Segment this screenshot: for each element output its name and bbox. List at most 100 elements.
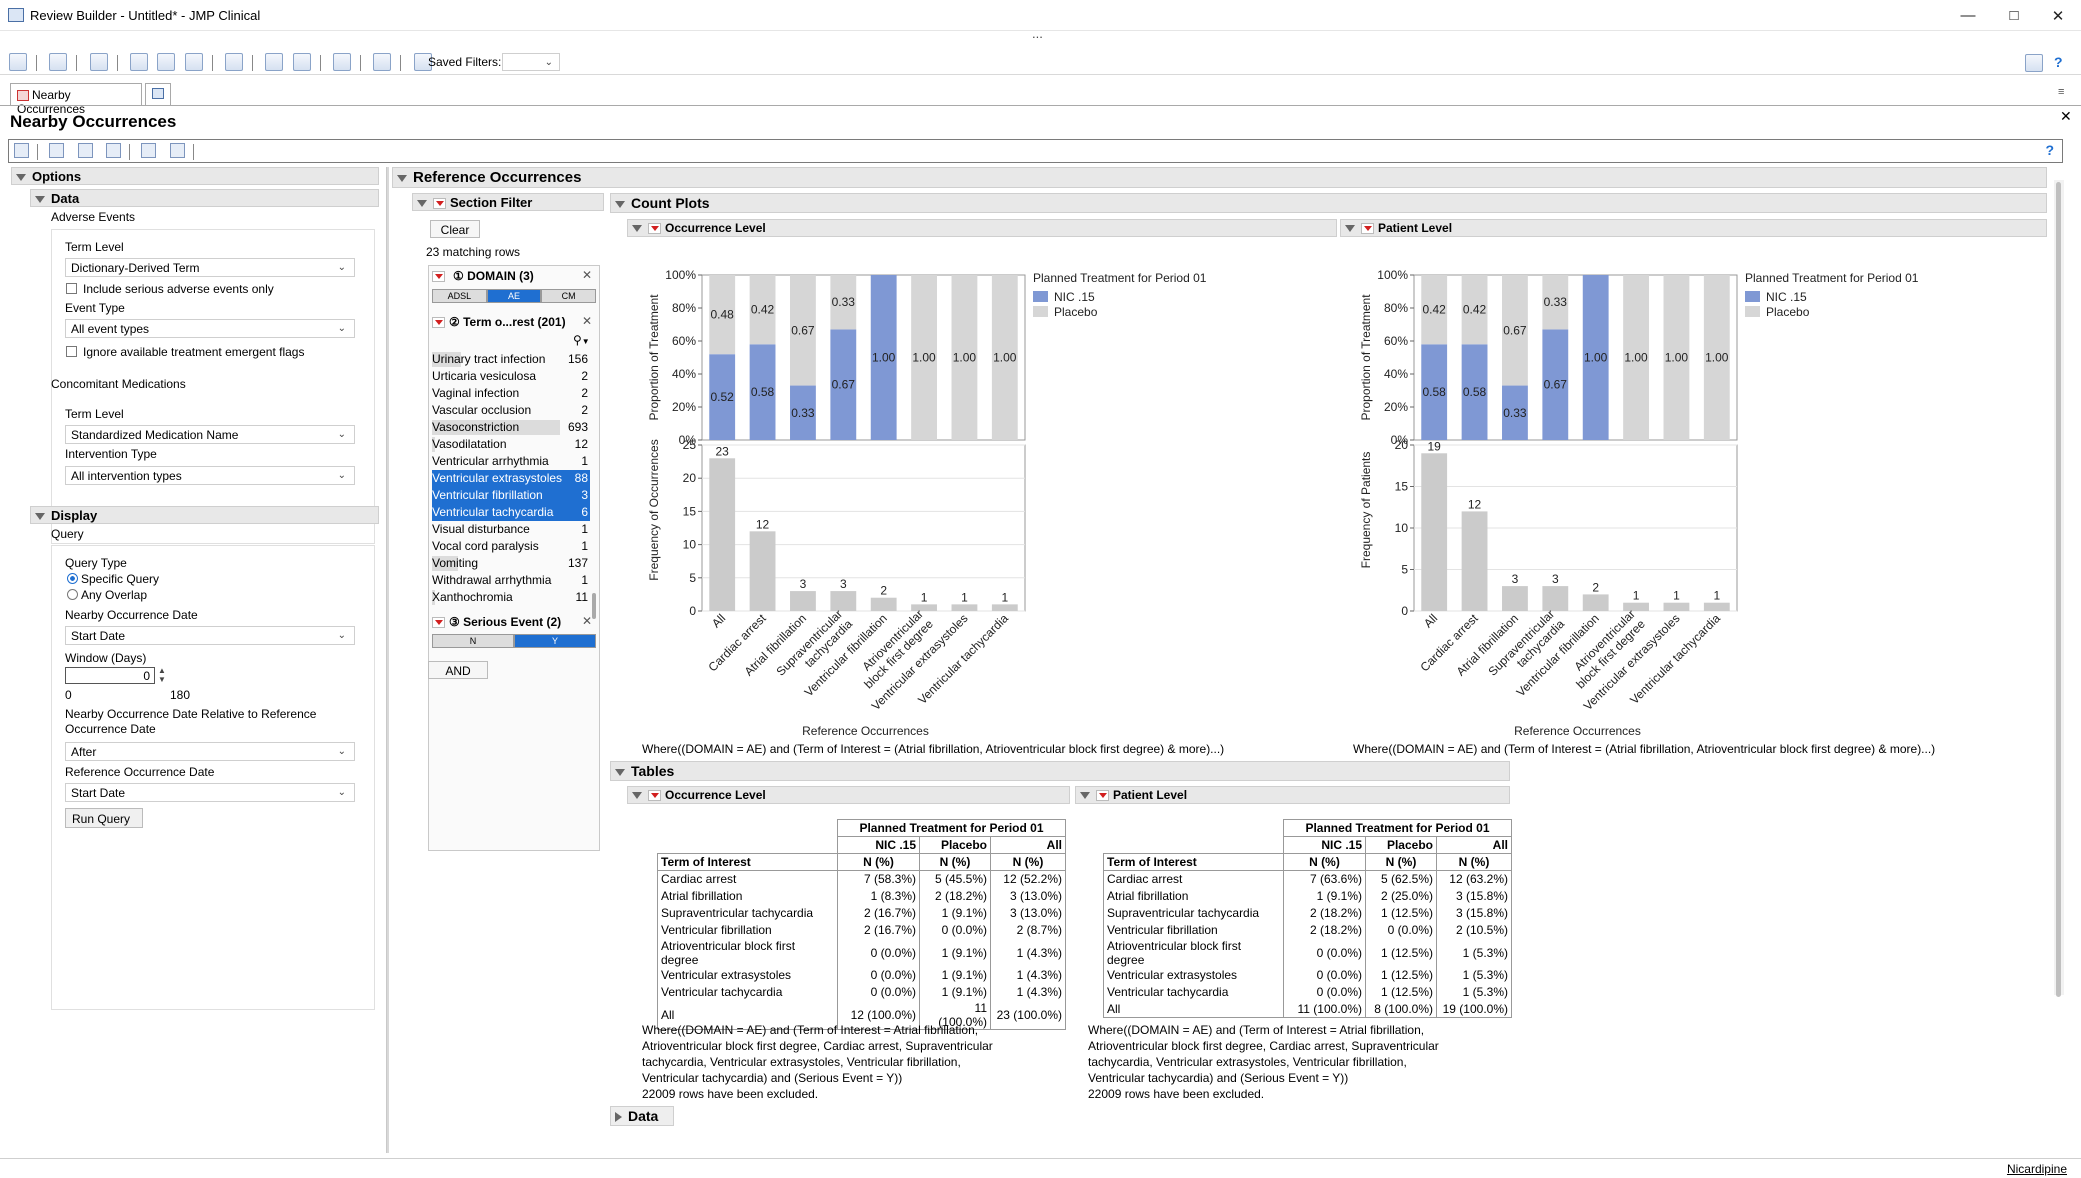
data-header[interactable]: Data	[30, 189, 379, 207]
settings-icon[interactable]	[2025, 54, 2043, 72]
saved-filters-select[interactable]: ⌄	[502, 53, 560, 71]
run-query-button[interactable]: Run Query	[65, 808, 143, 828]
term-scrollbar-thumb[interactable]	[592, 593, 596, 619]
pdf-export-icon[interactable]	[77, 143, 93, 158]
ignore-flags-checkbox[interactable]	[66, 346, 77, 357]
term-list-item[interactable]: Vasoconstriction 693	[432, 419, 590, 436]
window-days-input[interactable]: 0	[65, 667, 155, 684]
review-icon[interactable]	[49, 53, 68, 71]
domain-menu-icon[interactable]	[432, 271, 445, 283]
term-list-item[interactable]: Vascular occlusion 2	[432, 402, 590, 419]
minimize-icon[interactable]: —	[1960, 7, 1976, 24]
and-button[interactable]: AND	[428, 661, 488, 679]
data-section-header[interactable]: Data	[610, 1106, 674, 1126]
close-page-icon[interactable]: ✕	[2060, 108, 2072, 124]
domain-remove-icon[interactable]: ✕	[582, 268, 593, 282]
note-icon[interactable]	[169, 143, 185, 158]
cm-term-level-select[interactable]: Standardized Medication Name ⌄	[65, 425, 355, 444]
term-remove-icon[interactable]: ✕	[582, 314, 593, 328]
term-list-item[interactable]: Urinary tract infection 156	[432, 351, 590, 368]
close-window-icon[interactable]: ✕	[2051, 7, 2065, 25]
pat-table-header[interactable]: Patient Level	[1075, 786, 1510, 804]
window-spin-icon[interactable]: ▲ ▼	[158, 666, 166, 684]
comment-icon[interactable]	[141, 143, 157, 158]
tables-header[interactable]: Tables	[610, 761, 1510, 781]
serious-menu-icon[interactable]	[432, 617, 445, 629]
list-icon[interactable]	[89, 53, 108, 71]
reference-occurrences-header[interactable]: Reference Occurrences	[392, 167, 2047, 188]
term-list-item[interactable]: Visual disturbance 1	[432, 521, 590, 538]
term-list-item[interactable]: Withdrawal arrhythmia 1	[432, 572, 590, 589]
specific-query-radio[interactable]	[67, 573, 78, 584]
export-icon[interactable]	[292, 53, 311, 71]
pat-table-menu-icon[interactable]	[1096, 790, 1109, 802]
any-overlap-radio[interactable]	[67, 589, 78, 600]
term-list-item[interactable]: Xanthochromia 11	[432, 589, 590, 606]
saved-filter-icon[interactable]	[413, 53, 432, 71]
count-plots-header[interactable]: Count Plots	[610, 193, 2047, 213]
report-help-icon[interactable]: ?	[2045, 142, 2054, 158]
options-header[interactable]: Options	[11, 167, 379, 185]
serious-filter-header[interactable]: ③ Serious Event (2)	[432, 615, 597, 631]
zoom-icon[interactable]	[225, 53, 244, 71]
tab-add-chart[interactable]	[145, 83, 171, 105]
panel-splitter[interactable]	[387, 167, 389, 1153]
term-list-item[interactable]: Vocal cord paralysis 1	[432, 538, 590, 555]
term-search-icon[interactable]: ⚲▼	[573, 333, 590, 347]
occ-plot-header[interactable]: Occurrence Level	[627, 219, 1337, 237]
help-icon[interactable]: ?	[2054, 54, 2063, 70]
pat-table-where: Where((DOMAIN = AE) and (Term of Interes…	[1088, 1022, 1439, 1102]
pdf-icon[interactable]	[265, 53, 284, 71]
occ-table-header[interactable]: Occurrence Level	[627, 786, 1070, 804]
new-icon[interactable]	[130, 53, 149, 71]
nearby-date-select[interactable]: Start Date ⌄	[65, 626, 355, 645]
serious-remove-icon[interactable]: ✕	[582, 614, 593, 628]
clear-button[interactable]: Clear	[430, 220, 480, 238]
chart-icon[interactable]	[9, 53, 27, 71]
pat-plot-menu-icon[interactable]	[1361, 223, 1374, 235]
event-type-select[interactable]: All event types ⌄	[65, 319, 355, 338]
tab-menu-icon[interactable]: ≡	[2058, 86, 2065, 98]
term-list-item[interactable]: Vomiting 137	[432, 555, 590, 572]
intervention-type-select[interactable]: All intervention types ⌄	[65, 466, 355, 485]
maximize-icon[interactable]: □	[2009, 7, 2019, 24]
tab-nearby-occurrences[interactable]: Nearby Occurrences	[10, 83, 142, 116]
pat-plot-header[interactable]: Patient Level	[1340, 219, 2047, 237]
domain-cm-button[interactable]: CM	[541, 289, 597, 303]
occ-plot-menu-icon[interactable]	[648, 223, 661, 235]
grid-icon[interactable]	[49, 143, 65, 158]
term-filter-header[interactable]: ② Term o...rest (201)	[432, 315, 597, 331]
domain-filter-header[interactable]: ① DOMAIN (3)	[432, 269, 597, 285]
serious-n-button[interactable]: N	[432, 634, 514, 648]
term-menu-icon[interactable]	[432, 317, 445, 329]
filter-menu-icon[interactable]	[433, 198, 446, 210]
status-user-link[interactable]: Nicardipine	[2006, 1162, 2067, 1176]
serious-only-checkbox[interactable]	[66, 283, 77, 294]
main-scrollbar[interactable]	[2054, 180, 2064, 997]
term-list-item[interactable]: Vasodilatation 12	[432, 436, 590, 453]
main-scrollbar-thumb[interactable]	[2056, 182, 2061, 997]
open-folder-icon[interactable]	[157, 53, 176, 71]
more-dots[interactable]: ...	[1032, 26, 1043, 41]
term-list-item[interactable]: Ventricular tachycardia 6	[432, 504, 590, 521]
bookmark-icon[interactable]	[333, 53, 352, 71]
term-list-item[interactable]: Ventricular fibrillation 3	[432, 487, 590, 504]
ref-date-select[interactable]: Start Date ⌄	[65, 783, 355, 802]
section-filter-header[interactable]: Section Filter	[412, 193, 604, 211]
term-list-item[interactable]: Urticaria vesiculosa 2	[432, 368, 590, 385]
save-icon[interactable]	[184, 53, 203, 71]
relative-select[interactable]: After ⌄	[65, 742, 355, 761]
domain-ae-button[interactable]: AE	[486, 289, 542, 303]
term-list-item[interactable]: Vaginal infection 2	[432, 385, 590, 402]
term-list-item[interactable]: Ventricular extrasystoles 88	[432, 470, 590, 487]
domain-adsl-button[interactable]: ADSL	[432, 289, 487, 303]
serious-y-button[interactable]: Y	[514, 634, 596, 648]
display-header[interactable]: Display	[30, 506, 379, 524]
filter-icon[interactable]	[373, 53, 392, 71]
occ-table-menu-icon[interactable]	[648, 790, 661, 802]
term-list-item[interactable]: Ventricular arrhythmia 1	[432, 453, 590, 470]
value-cell: 2 (8.7%)	[990, 921, 1066, 939]
ae-term-level-select[interactable]: Dictionary-Derived Term ⌄	[65, 258, 355, 277]
image-export-icon[interactable]	[106, 143, 122, 158]
report-new-icon[interactable]	[14, 143, 29, 158]
